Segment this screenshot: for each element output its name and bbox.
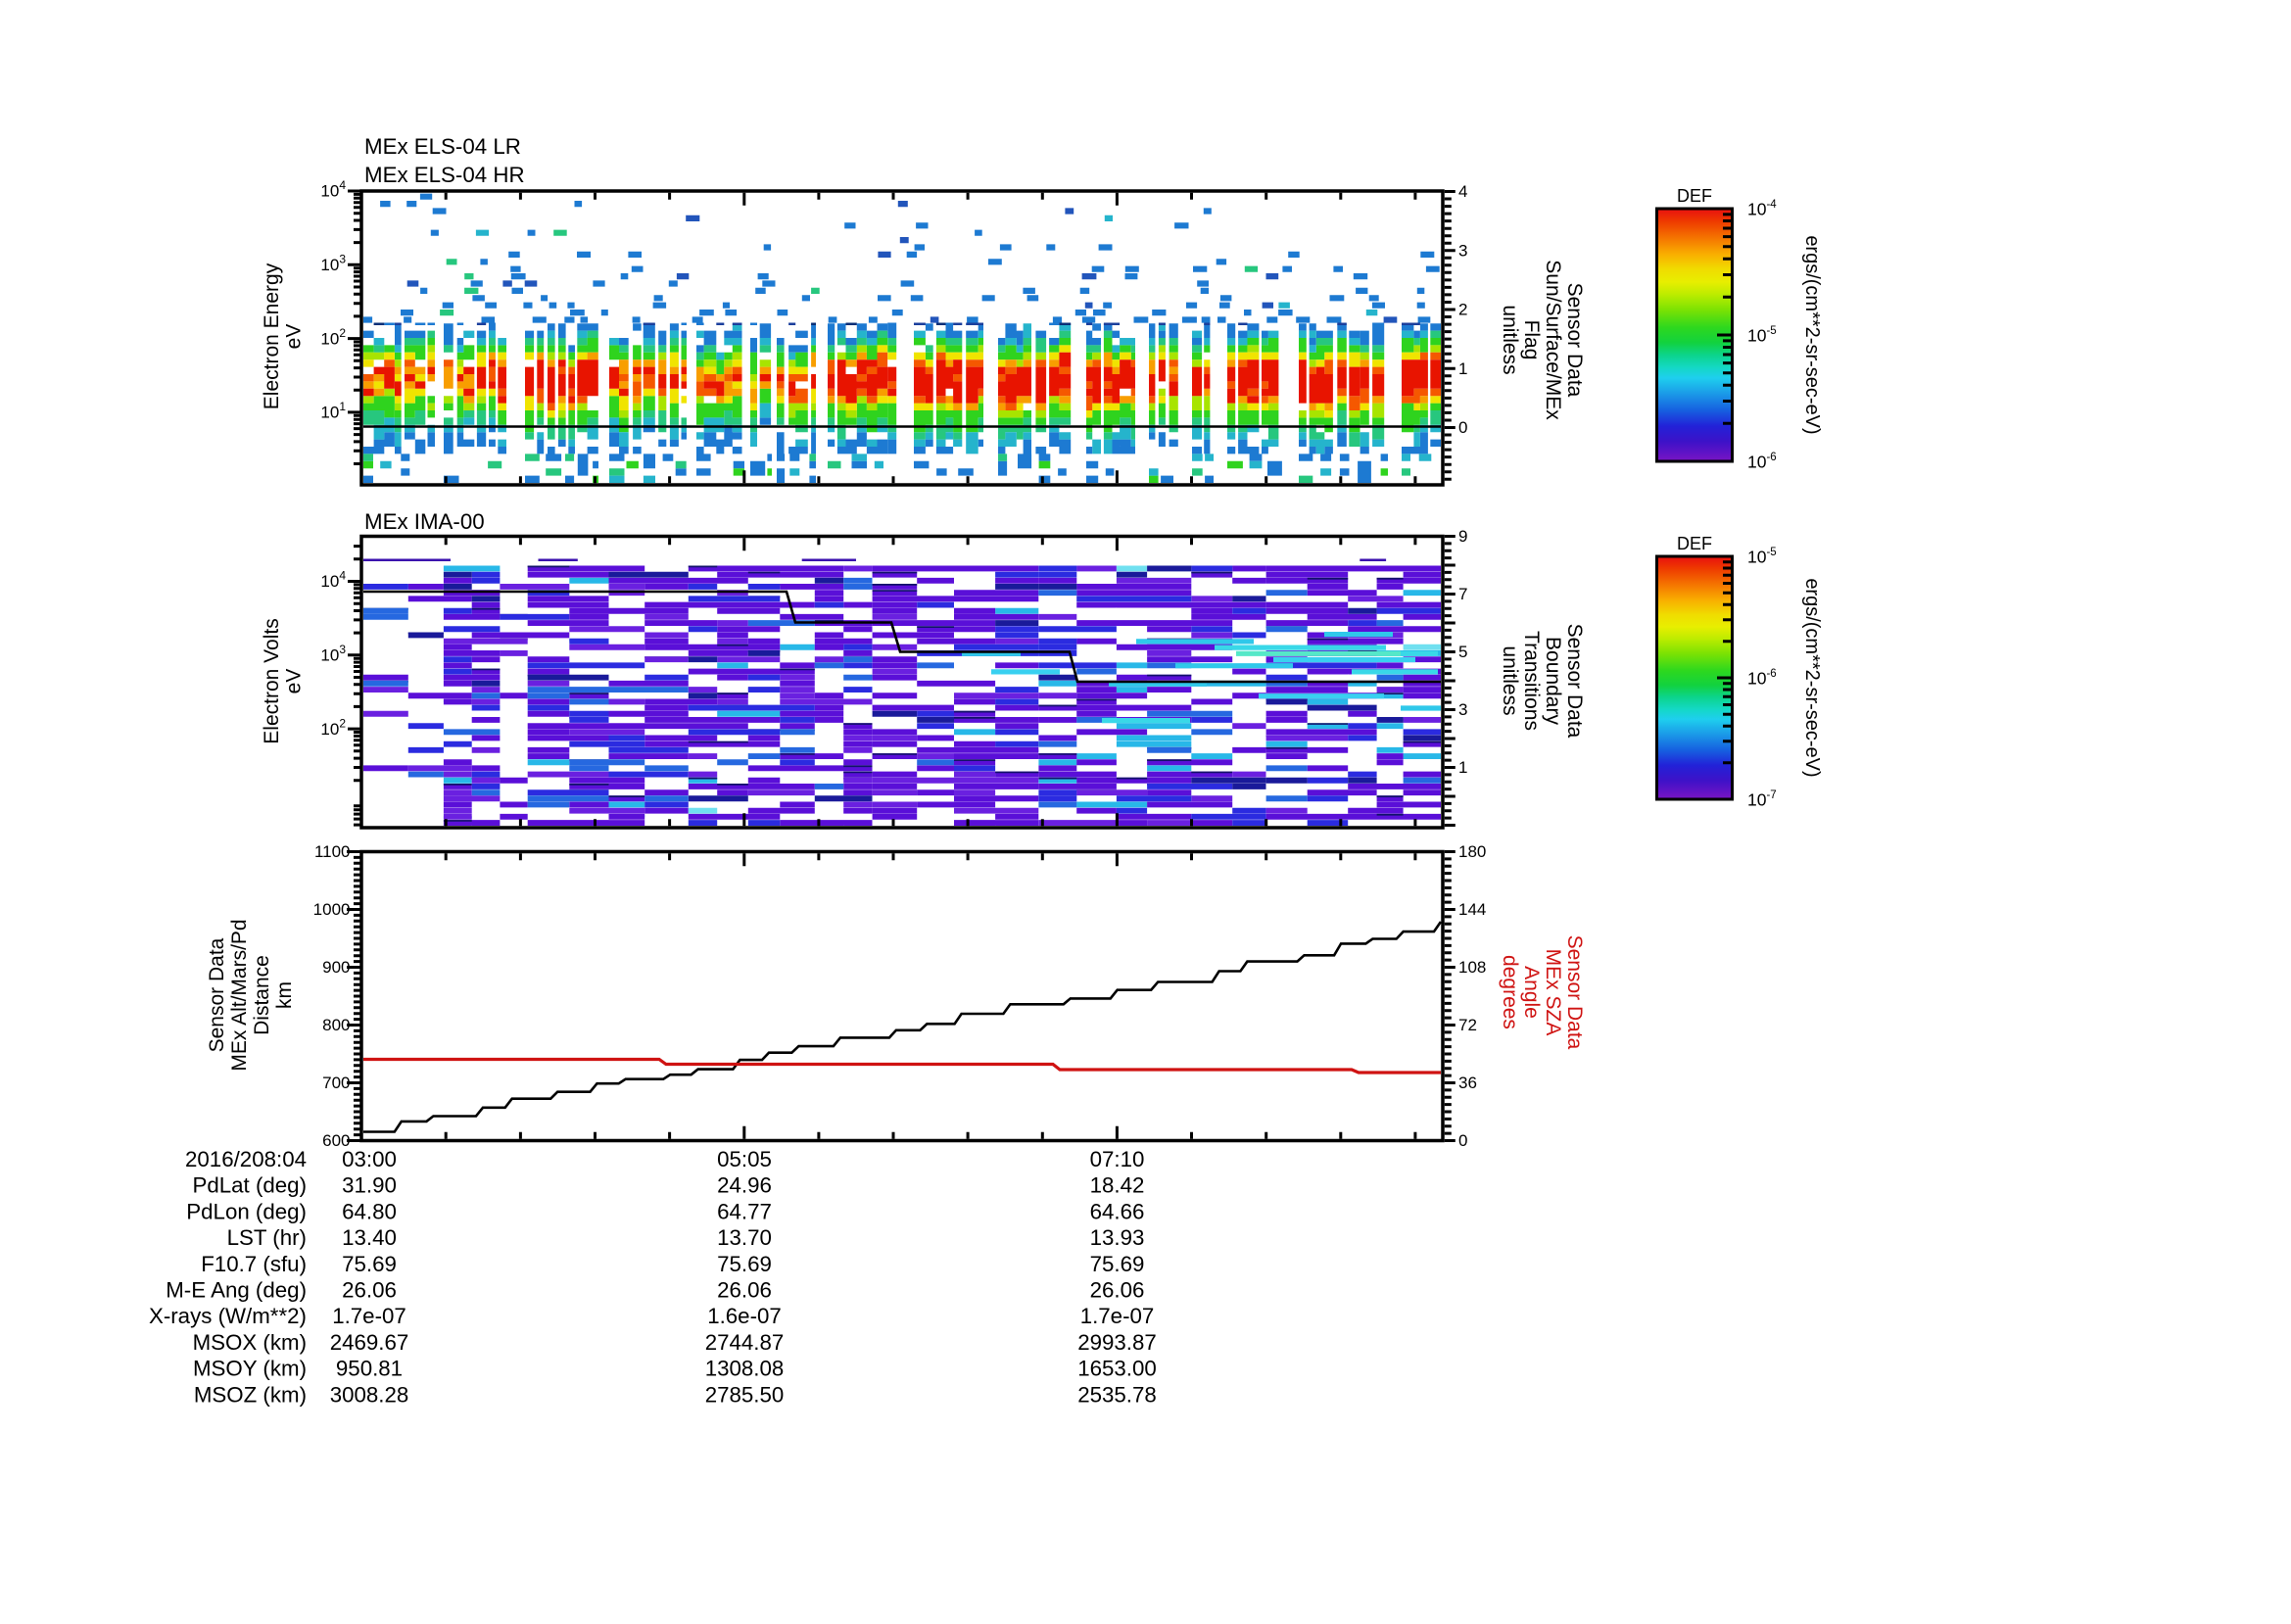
svg-text:75.69: 75.69	[717, 1252, 772, 1276]
svg-text:5: 5	[1458, 643, 1467, 661]
svg-text:64.80: 64.80	[342, 1199, 397, 1223]
svg-text:0: 0	[1458, 418, 1467, 437]
svg-text:unitless: unitless	[1499, 645, 1521, 715]
svg-text:MEx SZA: MEx SZA	[1542, 949, 1564, 1036]
svg-text:Boundary: Boundary	[1542, 637, 1564, 725]
svg-text:03:00: 03:00	[342, 1147, 397, 1171]
svg-text:F10.7 (sfu): F10.7 (sfu)	[201, 1252, 307, 1276]
svg-text:1000: 1000	[313, 900, 351, 919]
svg-text:Sensor Data: Sensor Data	[1563, 935, 1586, 1050]
svg-text:MEx ELS-04 HR: MEx ELS-04 HR	[364, 163, 525, 187]
svg-text:64.77: 64.77	[717, 1199, 772, 1223]
svg-text:144: 144	[1458, 900, 1486, 919]
svg-text:700: 700	[322, 1074, 350, 1092]
svg-text:1.7e-07: 1.7e-07	[332, 1304, 406, 1328]
svg-text:ergs/(cm**2-sr-sec-eV): ergs/(cm**2-sr-sec-eV)	[1801, 235, 1823, 434]
svg-text:26.06: 26.06	[717, 1278, 772, 1303]
svg-text:DEF: DEF	[1677, 186, 1712, 206]
svg-text:MSOZ (km): MSOZ (km)	[194, 1382, 307, 1407]
svg-text:LST (hr): LST (hr)	[227, 1225, 307, 1250]
svg-text:ergs/(cm**2-sr-sec-eV): ergs/(cm**2-sr-sec-eV)	[1801, 578, 1823, 777]
svg-text:Sensor Data: Sensor Data	[1563, 624, 1586, 739]
svg-text:2: 2	[1458, 301, 1467, 319]
svg-text:2469.67: 2469.67	[330, 1330, 409, 1355]
svg-text:3: 3	[1458, 700, 1467, 719]
svg-text:1.7e-07: 1.7e-07	[1080, 1304, 1155, 1328]
svg-text:1: 1	[1458, 758, 1467, 777]
svg-text:eV: eV	[283, 669, 306, 694]
svg-text:13.40: 13.40	[342, 1225, 397, 1250]
svg-text:DEF: DEF	[1677, 534, 1712, 553]
svg-text:108: 108	[1458, 958, 1486, 977]
svg-text:M-E Ang (deg): M-E Ang (deg)	[166, 1278, 307, 1303]
svg-text:800: 800	[322, 1016, 350, 1034]
svg-text:degrees: degrees	[1499, 955, 1521, 1029]
svg-text:PdLat (deg): PdLat (deg)	[192, 1173, 307, 1198]
svg-text:1100: 1100	[314, 842, 351, 861]
svg-text:1653.00: 1653.00	[1077, 1357, 1157, 1381]
svg-text:2535.78: 2535.78	[1077, 1382, 1157, 1407]
svg-text:Distance: Distance	[251, 955, 273, 1035]
svg-text:64.66: 64.66	[1090, 1199, 1145, 1223]
svg-text:MEx IMA-00: MEx IMA-00	[364, 509, 485, 534]
svg-text:36: 36	[1458, 1074, 1477, 1092]
svg-text:72: 72	[1458, 1016, 1477, 1034]
svg-text:MEx Alt/Mars/Pd: MEx Alt/Mars/Pd	[228, 919, 251, 1071]
svg-text:07:10: 07:10	[1090, 1147, 1145, 1171]
svg-text:7: 7	[1458, 585, 1467, 603]
svg-text:2016/208:04: 2016/208:04	[185, 1147, 307, 1171]
svg-text:2993.87: 2993.87	[1077, 1330, 1157, 1355]
svg-text:9: 9	[1458, 527, 1467, 546]
svg-text:3008.28: 3008.28	[330, 1382, 409, 1407]
svg-text:0: 0	[1458, 1131, 1467, 1150]
svg-text:75.69: 75.69	[342, 1252, 397, 1276]
svg-text:2744.87: 2744.87	[705, 1330, 785, 1355]
svg-text:eV: eV	[283, 324, 306, 350]
svg-text:180: 180	[1458, 842, 1486, 861]
svg-text:26.06: 26.06	[342, 1278, 397, 1303]
svg-text:MSOX (km): MSOX (km)	[193, 1330, 307, 1355]
svg-text:13.93: 13.93	[1090, 1225, 1145, 1250]
svg-text:MSOY (km): MSOY (km)	[193, 1357, 307, 1381]
svg-text:600: 600	[322, 1131, 350, 1150]
svg-text:05:05: 05:05	[717, 1147, 772, 1171]
svg-text:4: 4	[1458, 182, 1467, 201]
svg-text:Flag: Flag	[1520, 320, 1543, 360]
svg-text:900: 900	[322, 958, 350, 977]
svg-text:1: 1	[1458, 359, 1467, 378]
svg-text:3: 3	[1458, 241, 1467, 260]
svg-text:26.06: 26.06	[1090, 1278, 1145, 1303]
svg-text:km: km	[273, 981, 296, 1009]
svg-text:75.69: 75.69	[1090, 1252, 1145, 1276]
svg-text:2785.50: 2785.50	[705, 1382, 785, 1407]
svg-text:13.70: 13.70	[717, 1225, 772, 1250]
svg-text:24.96: 24.96	[717, 1173, 772, 1198]
svg-text:Angle: Angle	[1520, 966, 1543, 1019]
svg-text:31.90: 31.90	[342, 1173, 397, 1198]
svg-text:Transitions: Transitions	[1520, 631, 1543, 731]
svg-text:Electron Volts: Electron Volts	[261, 618, 283, 743]
svg-text:1.6e-07: 1.6e-07	[707, 1304, 782, 1328]
svg-text:18.42: 18.42	[1090, 1173, 1145, 1198]
svg-text:X-rays (W/m**2): X-rays (W/m**2)	[149, 1304, 307, 1328]
svg-text:unitless: unitless	[1499, 305, 1521, 374]
svg-text:Electron Energy: Electron Energy	[261, 263, 283, 409]
svg-text:950.81: 950.81	[336, 1357, 403, 1381]
svg-text:Sun/Surface/MEx: Sun/Surface/MEx	[1542, 260, 1564, 420]
svg-text:1308.08: 1308.08	[705, 1357, 785, 1381]
svg-text:MEx ELS-04 LR: MEx ELS-04 LR	[364, 134, 521, 159]
svg-text:Sensor Data: Sensor Data	[206, 937, 228, 1052]
svg-text:Sensor Data: Sensor Data	[1563, 283, 1586, 398]
svg-text:PdLon (deg): PdLon (deg)	[186, 1199, 307, 1223]
